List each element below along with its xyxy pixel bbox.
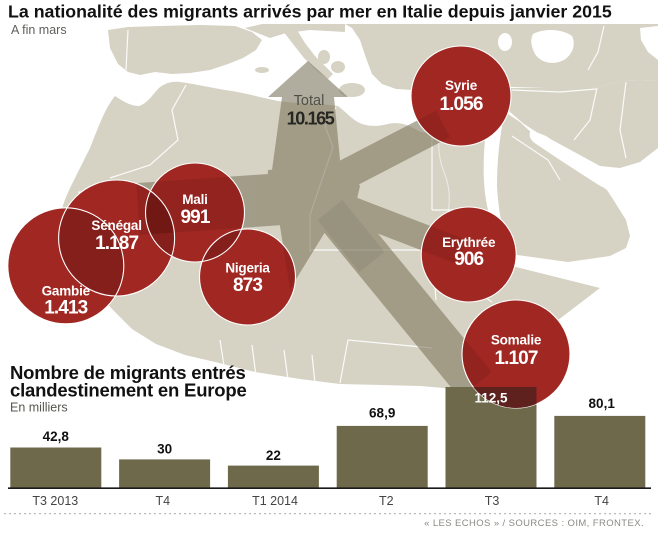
- svg-text:10.165: 10.165: [287, 109, 335, 129]
- svg-text:1.056: 1.056: [439, 94, 482, 115]
- svg-text:Syrie: Syrie: [445, 78, 478, 93]
- svg-text:A fin mars: A fin mars: [11, 23, 67, 37]
- svg-text:873: 873: [233, 275, 262, 296]
- svg-text:1.413: 1.413: [44, 298, 87, 319]
- svg-text:112,5: 112,5: [474, 391, 508, 406]
- svg-text:Total: Total: [294, 93, 325, 109]
- svg-text:30: 30: [157, 442, 172, 457]
- svg-text:En milliers: En milliers: [10, 401, 68, 415]
- svg-text:906: 906: [454, 249, 483, 270]
- svg-text:Sénégal: Sénégal: [91, 218, 141, 233]
- svg-text:1.107: 1.107: [494, 348, 537, 369]
- svg-text:991: 991: [180, 207, 210, 228]
- svg-text:42,8: 42,8: [43, 429, 70, 444]
- svg-text:clandestinement en Europe: clandestinement en Europe: [10, 380, 247, 401]
- svg-text:T3: T3: [485, 494, 500, 508]
- svg-text:68,9: 68,9: [369, 406, 395, 421]
- svg-text:Erythrée: Erythrée: [442, 235, 496, 250]
- svg-text:1.187: 1.187: [95, 233, 138, 254]
- svg-text:Somalie: Somalie: [491, 333, 542, 348]
- svg-text:« LES ECHOS » / SOURCES : OIM,: « LES ECHOS » / SOURCES : OIM, FRONTEX.: [424, 518, 644, 529]
- svg-text:T4: T4: [594, 494, 609, 508]
- svg-text:80,1: 80,1: [589, 396, 616, 411]
- svg-text:22: 22: [266, 448, 281, 463]
- svg-text:Mali: Mali: [182, 192, 207, 207]
- svg-text:La nationalité des migrants ar: La nationalité des migrants arrivés par …: [8, 2, 612, 22]
- svg-text:Gambie: Gambie: [42, 284, 91, 299]
- svg-text:T3 2013: T3 2013: [32, 494, 78, 508]
- svg-text:T1 2014: T1 2014: [252, 494, 298, 508]
- svg-text:T2: T2: [379, 494, 394, 508]
- svg-text:Nigeria: Nigeria: [225, 261, 270, 276]
- svg-text:T4: T4: [156, 494, 171, 508]
- svg-text:Nombre de migrants entrés: Nombre de migrants entrés: [10, 362, 246, 383]
